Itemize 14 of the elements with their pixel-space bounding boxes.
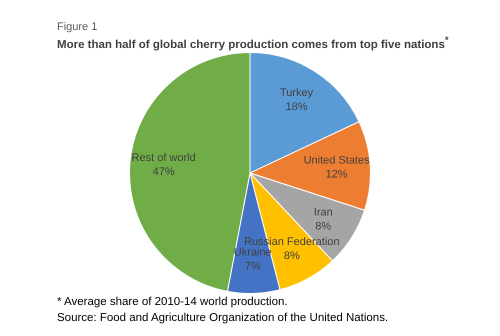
source-note: Source: Food and Agriculture Organization of the United Nations. (57, 310, 390, 326)
text: * Average share of 2010-14 world production. (57, 294, 289, 310)
slice-label: Turkey (280, 86, 314, 99)
data-label: 47% (152, 166, 175, 178)
data-label: 8% (284, 250, 300, 262)
chart-title: More than half of global cherry production comes from top five nations$^{*}$ (57, 34, 450, 52)
data-label: 7% (244, 260, 261, 273)
slice-label: Iran (314, 206, 333, 218)
slice-label: Rest of world (132, 152, 196, 164)
chart-subtitle: Figure 1 (57, 20, 98, 34)
data-label: 12% (326, 168, 348, 180)
data-label: 18% (285, 100, 308, 113)
slice-label: United States (304, 154, 370, 166)
data-label: 8% (315, 220, 332, 232)
